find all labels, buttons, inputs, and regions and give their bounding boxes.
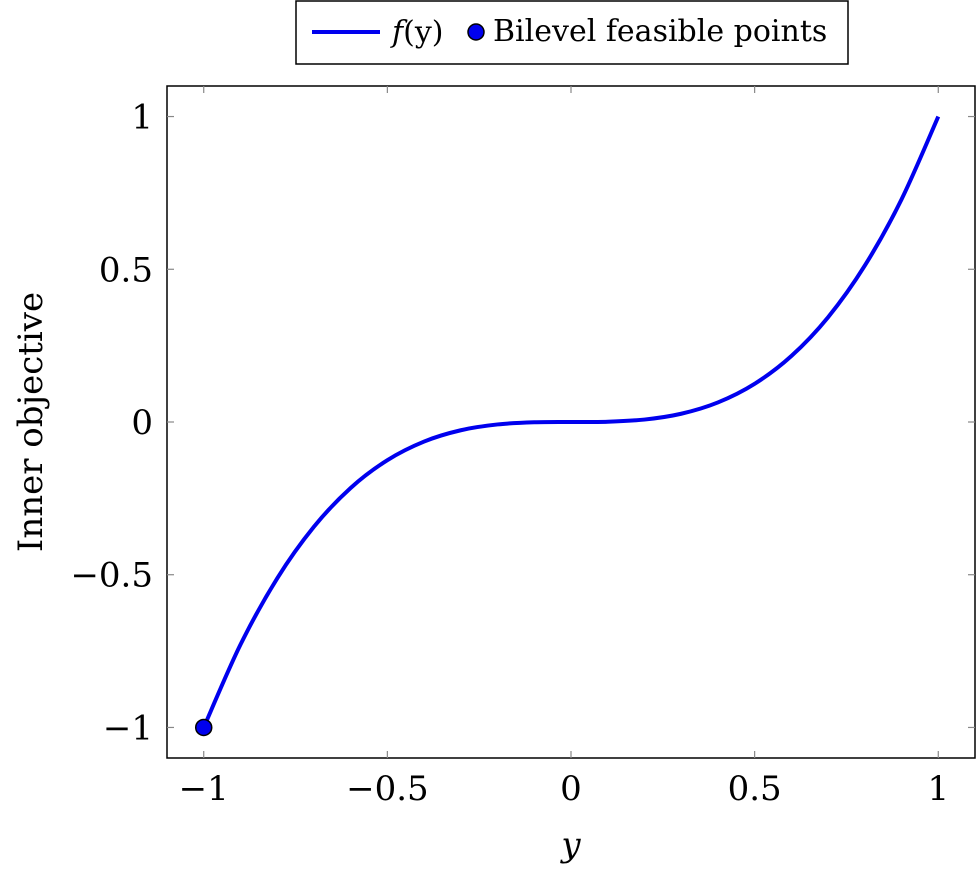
legend: f(y) Bilevel feasible points <box>295 0 849 65</box>
legend-line-label-arg: (y) <box>403 15 443 50</box>
y-tick-label: 0 <box>131 403 153 443</box>
x-tick-label: 0 <box>560 769 582 809</box>
x-axis-label: y <box>559 825 581 865</box>
y-tick-label: 0.5 <box>99 250 153 290</box>
legend-marker-label: Bilevel feasible points <box>493 14 827 49</box>
x-tick-labels: −1 −0.5 0 0.5 1 <box>179 769 949 809</box>
series-line-f <box>201 115 941 729</box>
x-tick-label: −1 <box>179 769 229 809</box>
bilevel-feasible-point <box>194 718 213 737</box>
axis-ticks <box>167 86 975 758</box>
y-tick-label: 1 <box>131 98 153 138</box>
y-tick-labels: −1 −0.5 0 0.5 1 <box>70 98 153 749</box>
x-tick-label: −0.5 <box>346 769 429 809</box>
legend-marker-swatch <box>467 23 485 41</box>
x-tick-label: 1 <box>927 769 949 809</box>
legend-box <box>295 0 849 65</box>
x-tick-label: 0.5 <box>728 769 782 809</box>
legend-line-label: f(y) <box>390 15 443 50</box>
y-tick-label: −1 <box>103 708 153 748</box>
y-axis-label: Inner objective <box>11 292 51 552</box>
y-tick-label: −0.5 <box>70 556 153 596</box>
series-layer <box>194 115 941 737</box>
